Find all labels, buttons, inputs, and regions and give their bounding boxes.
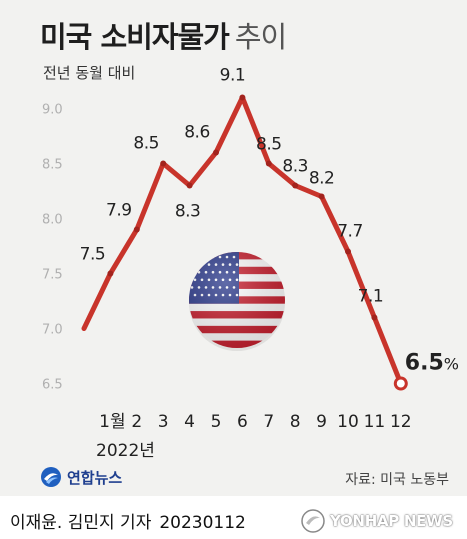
data-label: 9.1: [220, 66, 246, 86]
credit-date: 20230112: [159, 513, 246, 533]
data-point: [186, 182, 193, 189]
yonhap-watermark: YONHAP NEWS: [300, 506, 453, 536]
x-tick-label: 12: [390, 412, 412, 432]
x-axis-year-label: 2022년: [96, 441, 155, 461]
data-label: 8.3: [175, 202, 201, 222]
data-point: [318, 193, 325, 200]
data-labels: 7.57.98.58.38.69.18.58.38.27.77.16.5%: [80, 66, 459, 376]
series-points: [107, 94, 408, 391]
yonhap-logo: 연합뉴스: [40, 466, 122, 488]
x-tick-label: 3: [158, 412, 169, 432]
x-tick-label: 2: [131, 412, 142, 432]
data-label: 8.5: [133, 134, 159, 154]
x-tick-label: 7: [263, 412, 274, 432]
data-label: 8.5: [256, 135, 282, 155]
data-point: [265, 160, 272, 167]
x-tick-label: 8: [290, 412, 301, 432]
x-tick-label: 9: [316, 412, 327, 432]
credit-line: 이재윤. 김민지 기자 20230112: [10, 508, 246, 533]
data-label: 8.6: [184, 123, 210, 143]
x-tick-label: 5: [211, 412, 222, 432]
data-point: [213, 149, 219, 156]
y-tick-label: 8.5: [42, 158, 63, 173]
chart-card: 미국 소비자물가 추이 전년 동월 대비 6.5 7.0 7.5 8.0 8.5 9.0 7…: [0, 0, 467, 496]
x-tick-label: 11: [364, 412, 386, 432]
y-tick-label: 7.0: [42, 323, 63, 338]
data-point-latest: [393, 376, 408, 391]
y-tick-label: 6.5: [42, 378, 63, 393]
yonhap-watermark-text: YONHAP NEWS: [330, 512, 453, 530]
data-point: [160, 160, 167, 167]
y-axis: 6.5 7.0 7.5 8.0 8.5 9.0: [42, 103, 63, 393]
y-tick-label: 7.5: [42, 268, 63, 283]
credit-authors: 이재윤. 김민지 기자: [10, 513, 152, 533]
x-axis: 1월 2 3 4 5 6 7 8 9 10 11 12: [99, 412, 411, 432]
data-label: 7.9: [106, 201, 132, 221]
data-point: [107, 270, 114, 277]
yonhap-watermark-icon: [301, 509, 325, 533]
x-tick-label: 4: [184, 412, 195, 432]
y-tick-label: 9.0: [42, 103, 63, 118]
data-label: 7.5: [80, 245, 106, 265]
data-label: 8.3: [282, 157, 308, 177]
y-tick-label: 8.0: [42, 213, 63, 228]
data-point: [371, 314, 378, 321]
data-label-unit: %: [444, 355, 459, 374]
us-flag-icon: [189, 252, 285, 351]
data-point: [239, 94, 246, 101]
yonhap-logo-icon: [41, 467, 61, 487]
x-tick-label: 1월: [99, 412, 125, 432]
data-point: [133, 226, 140, 233]
data-point: [345, 248, 351, 255]
chart-subtitle: 전년 동월 대비: [43, 64, 136, 82]
data-label-latest: 6.5%: [405, 351, 459, 376]
data-label: 7.7: [337, 222, 363, 242]
data-point: [292, 182, 299, 189]
yonhap-logo-text: 연합뉴스: [67, 468, 123, 487]
chart-title-suffix: 추이: [234, 20, 287, 54]
chart-title: 미국 소비자물가 추이: [40, 14, 287, 56]
line-chart: 6.57.07.58.08.59.0 7.57.98.58.38.69.18.5…: [42, 66, 459, 433]
data-label: 7.1: [358, 287, 384, 307]
x-tick-label: 10: [337, 412, 359, 432]
chart-title-main: 미국 소비자물가: [40, 20, 230, 54]
data-label: 8.2: [309, 169, 335, 189]
x-tick-label: 6: [237, 412, 248, 432]
source-note: 자료: 미국 노동부: [345, 472, 449, 488]
